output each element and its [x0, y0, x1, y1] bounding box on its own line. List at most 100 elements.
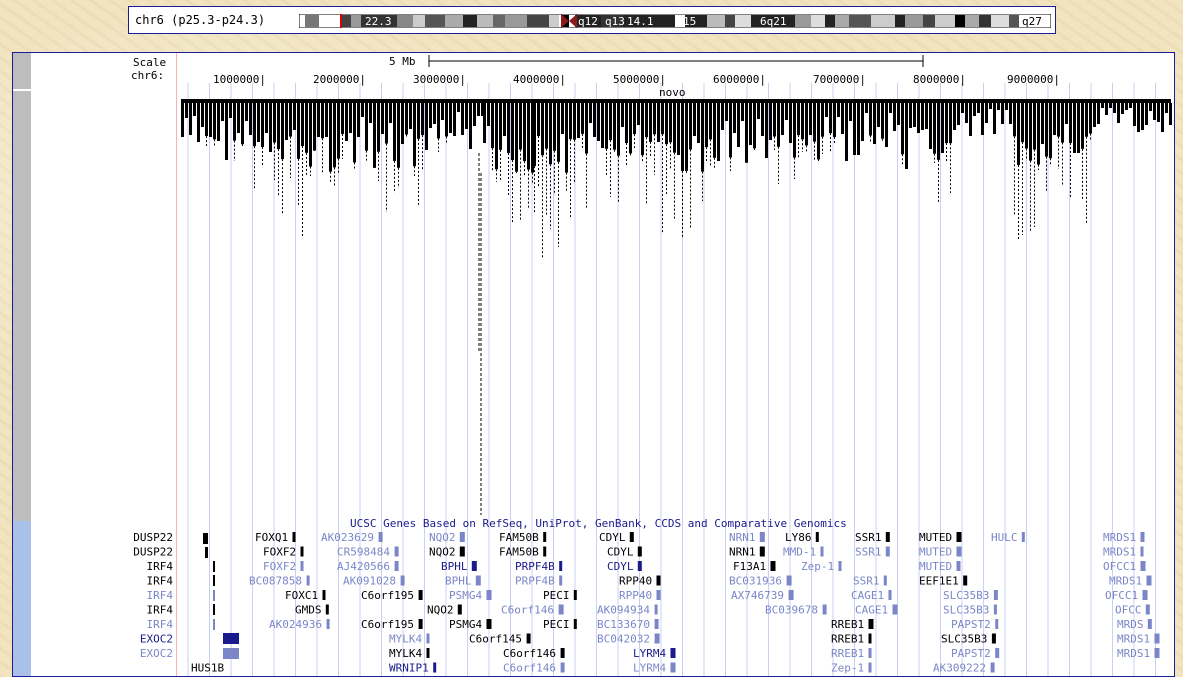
gene-label[interactable]: AK091028 [343, 575, 396, 588]
gene-model[interactable] [786, 575, 792, 586]
gene-model[interactable] [559, 575, 563, 586]
gene-label[interactable]: MRDS [1117, 618, 1144, 631]
gene-label[interactable]: C6orf145 [469, 633, 522, 646]
gene-model[interactable] [656, 575, 661, 586]
gene-model[interactable] [838, 561, 842, 571]
gene-label[interactable]: RREB1 [831, 633, 864, 646]
gene-model[interactable] [1140, 532, 1145, 542]
gene-label[interactable]: AK309222 [933, 662, 986, 675]
gene-model[interactable] [213, 561, 215, 572]
gene-model[interactable] [654, 604, 658, 615]
gene-model[interactable] [486, 619, 492, 629]
gene-model[interactable] [892, 604, 898, 615]
gene-label[interactable]: C6orf146 [503, 647, 556, 660]
gene-label[interactable]: MRDS1 [1117, 633, 1150, 646]
gene-label[interactable]: BC133670 [597, 618, 650, 631]
gene-model[interactable] [306, 575, 310, 586]
gene-label[interactable]: CDYL [599, 531, 626, 544]
gene-model[interactable] [759, 532, 765, 542]
gene-label[interactable]: MMD-1 [783, 546, 816, 559]
gene-label[interactable]: NQO2 [429, 546, 456, 559]
ruler-track-handle[interactable] [13, 53, 31, 91]
gene-model[interactable] [213, 575, 215, 586]
gene-label[interactable]: CDYL [607, 546, 634, 559]
gene-model[interactable] [573, 619, 577, 629]
gene-model[interactable] [1154, 633, 1160, 644]
gene-model[interactable] [956, 546, 962, 557]
gene-model[interactable] [822, 604, 827, 615]
gene-label[interactable]: HULC [991, 531, 1018, 544]
gene-label[interactable]: OFCC1 [1105, 589, 1138, 602]
gene-model[interactable] [457, 604, 462, 615]
gene-model[interactable] [654, 619, 659, 629]
gene-label[interactable]: BPHL [441, 560, 468, 573]
gene-label[interactable]: GMDS [295, 604, 322, 617]
gene-model[interactable] [326, 619, 330, 629]
gene-label[interactable]: AJ420566 [337, 560, 390, 573]
gene-model[interactable] [1142, 590, 1148, 600]
gene-label[interactable]: FOXF2 [263, 546, 296, 559]
gene-model[interactable] [543, 546, 547, 557]
gene-label[interactable]: AK023629 [321, 531, 374, 544]
gene-model[interactable] [990, 662, 995, 673]
gene-left-label[interactable]: HUS1B [191, 662, 224, 675]
gene-model[interactable] [995, 619, 999, 629]
gene-label[interactable]: BC087858 [249, 575, 302, 588]
gene-model[interactable] [559, 561, 563, 571]
gene-label[interactable]: RPP40 [619, 575, 652, 588]
gene-model[interactable] [560, 662, 565, 673]
gene-label[interactable]: MYLK4 [389, 633, 422, 646]
gene-model[interactable] [993, 590, 998, 600]
gene-label[interactable]: OFCC1 [1103, 560, 1136, 573]
gene-model[interactable] [1140, 561, 1146, 571]
gene-model[interactable] [637, 546, 642, 557]
gene-model[interactable] [300, 561, 304, 571]
tracks-image[interactable]: Scale chr6: 5 Mb 1000000| 2000000| 3000000… [13, 53, 1175, 677]
chromosome-ideogram[interactable]: 22.3 q12 q13 14.1 15 6q21 q27 [299, 14, 1051, 28]
gene-model[interactable] [670, 648, 676, 658]
gene-model[interactable] [885, 546, 890, 557]
gene-model[interactable] [888, 590, 892, 600]
ucsc-genes-track-handle[interactable] [13, 521, 31, 676]
gene-label[interactable]: RREB1 [831, 647, 864, 660]
gene-label[interactable]: PRPF4B [515, 575, 555, 588]
gene-label[interactable]: FAM50B [499, 531, 539, 544]
novo-track-handle[interactable] [13, 91, 31, 521]
gene-model[interactable] [394, 561, 399, 571]
gene-label[interactable]: BC039678 [765, 604, 818, 617]
gene-label[interactable]: LYRM4 [633, 647, 666, 660]
gene-left-label[interactable]: IRF4 [147, 589, 174, 602]
gene-model[interactable] [471, 561, 477, 571]
gene-label[interactable]: BC031936 [729, 575, 782, 588]
gene-model[interactable] [558, 604, 564, 615]
gene-label[interactable]: PECI [543, 618, 570, 631]
gene-label[interactable]: RREB1 [831, 618, 864, 631]
gene-model[interactable] [993, 604, 997, 615]
gene-model[interactable] [426, 633, 430, 644]
gene-label[interactable]: WRNIP1 [389, 662, 429, 675]
gene-label[interactable]: C6orf195 [361, 618, 414, 631]
gene-label[interactable]: SLC35B3 [943, 604, 989, 617]
gene-label[interactable]: SLC35B3 [941, 633, 987, 646]
chromosome-ideogram-panel[interactable]: chr6 (p25.3-p24.3) 22.3 q12 q13 14.1 15 … [128, 6, 1056, 34]
gene-model[interactable] [418, 590, 423, 600]
gene-label[interactable]: MYLK4 [389, 647, 422, 660]
gene-label[interactable]: AK094934 [597, 604, 650, 617]
genome-browser-track-panel[interactable]: Scale chr6: 5 Mb 1000000| 2000000| 3000000… [12, 52, 1175, 677]
gene-label[interactable]: SLC35B3 [943, 589, 989, 602]
gene-model[interactable] [1146, 575, 1152, 586]
gene-model[interactable] [670, 662, 676, 673]
gene-model[interactable] [629, 532, 634, 542]
gene-label[interactable]: PECI [543, 589, 570, 602]
gene-model[interactable] [637, 561, 642, 571]
gene-label[interactable]: NQO2 [429, 531, 456, 544]
gene-model[interactable] [1147, 619, 1152, 629]
gene-model[interactable] [223, 648, 239, 659]
gene-model[interactable] [543, 532, 547, 542]
gene-label[interactable]: NQO2 [427, 604, 454, 617]
gene-model[interactable] [394, 546, 399, 557]
gene-model[interactable] [526, 633, 531, 644]
gene-label[interactable]: C6orf195 [361, 589, 414, 602]
gene-model[interactable] [560, 648, 565, 658]
gene-model[interactable] [205, 547, 208, 558]
